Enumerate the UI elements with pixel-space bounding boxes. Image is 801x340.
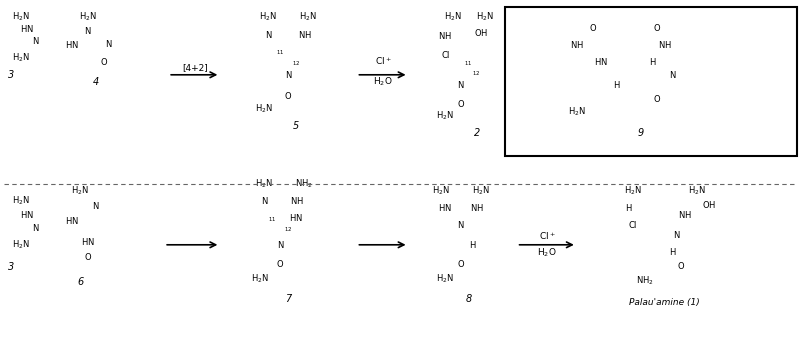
Text: 7: 7 <box>285 294 292 304</box>
Text: 8: 8 <box>465 294 472 304</box>
Text: $\mathregular{N}$: $\mathregular{N}$ <box>673 229 681 240</box>
Text: $\mathregular{H_2N}$: $\mathregular{H_2N}$ <box>256 177 273 190</box>
Text: $\mathregular{H_2N}$: $\mathregular{H_2N}$ <box>79 11 97 23</box>
Text: 2: 2 <box>473 128 480 138</box>
Text: N: N <box>105 40 111 49</box>
Text: $\mathregular{HN}$: $\mathregular{HN}$ <box>65 216 79 226</box>
Text: $\mathregular{N}$: $\mathregular{N}$ <box>32 35 39 46</box>
Text: $\mathregular{H_2N}$: $\mathregular{H_2N}$ <box>12 11 30 23</box>
Text: $\mathregular{N}$: $\mathregular{N}$ <box>457 80 465 90</box>
Text: $\mathregular{O}$: $\mathregular{O}$ <box>84 251 92 262</box>
Text: $\mathregular{H}$: $\mathregular{H}$ <box>469 239 477 250</box>
Text: $\mathregular{N}$: $\mathregular{N}$ <box>276 239 284 250</box>
Text: $\mathregular{NH}$: $\mathregular{NH}$ <box>570 39 583 50</box>
Text: $\mathregular{HN}$: $\mathregular{HN}$ <box>20 23 34 34</box>
Text: $\mathregular{Cl^+}$: $\mathregular{Cl^+}$ <box>539 231 555 242</box>
Text: $\mathregular{H}$: $\mathregular{H}$ <box>613 80 621 90</box>
Text: $\mathregular{N}$: $\mathregular{N}$ <box>84 25 92 36</box>
Text: $\mathregular{NH_2}$: $\mathregular{NH_2}$ <box>636 274 654 287</box>
Text: $\mathregular{H_2N}$: $\mathregular{H_2N}$ <box>256 103 273 115</box>
Text: $\mathregular{H_2N}$: $\mathregular{H_2N}$ <box>300 11 317 23</box>
Text: $\mathregular{H_2N}$: $\mathregular{H_2N}$ <box>260 11 277 23</box>
Text: $\mathregular{H_2N}$: $\mathregular{H_2N}$ <box>624 184 642 197</box>
Text: $\mathregular{N}$: $\mathregular{N}$ <box>260 195 268 206</box>
Text: $\mathregular{^{11}}$: $\mathregular{^{11}}$ <box>268 217 276 225</box>
Text: $\mathregular{O}$: $\mathregular{O}$ <box>653 22 661 33</box>
Text: $\mathregular{^{11}}$: $\mathregular{^{11}}$ <box>276 50 284 59</box>
Text: Palau'amine (1): Palau'amine (1) <box>630 298 700 307</box>
Text: $\mathregular{H_2N}$: $\mathregular{H_2N}$ <box>12 239 30 251</box>
Text: $\mathregular{H_2N}$: $\mathregular{H_2N}$ <box>476 11 493 23</box>
Text: $\mathregular{H_2N}$: $\mathregular{H_2N}$ <box>71 184 89 197</box>
Text: $\mathregular{O}$: $\mathregular{O}$ <box>589 22 597 33</box>
Text: $\mathregular{O}$: $\mathregular{O}$ <box>284 90 292 101</box>
Text: $\mathregular{N}$: $\mathregular{N}$ <box>264 29 272 39</box>
Text: $\mathregular{HN}$: $\mathregular{HN}$ <box>437 202 452 213</box>
Text: $\mathregular{HN}$: $\mathregular{HN}$ <box>289 212 304 223</box>
Text: $\mathregular{Cl}$: $\mathregular{Cl}$ <box>628 219 638 230</box>
Text: $\mathregular{H_2N}$: $\mathregular{H_2N}$ <box>252 273 269 285</box>
Text: $\mathregular{H}$: $\mathregular{H}$ <box>625 202 633 213</box>
Text: $\mathregular{H_2N}$: $\mathregular{H_2N}$ <box>688 184 706 197</box>
Text: 9: 9 <box>638 128 644 138</box>
Text: $\mathregular{H_2N}$: $\mathregular{H_2N}$ <box>444 11 461 23</box>
Text: $\mathregular{O}$: $\mathregular{O}$ <box>457 258 465 269</box>
Text: $\mathregular{HN}$: $\mathregular{HN}$ <box>594 56 608 67</box>
Text: $\mathregular{H_2N}$: $\mathregular{H_2N}$ <box>436 109 453 122</box>
Text: $\mathregular{HN}$: $\mathregular{HN}$ <box>81 236 95 247</box>
Text: $\mathregular{NH_2}$: $\mathregular{NH_2}$ <box>296 177 313 190</box>
Text: $\mathregular{N}$: $\mathregular{N}$ <box>32 222 39 233</box>
Text: $\mathregular{H_2O}$: $\mathregular{H_2O}$ <box>537 246 557 258</box>
Text: $\mathregular{N}$: $\mathregular{N}$ <box>457 219 465 230</box>
Text: $\mathregular{OH}$: $\mathregular{OH}$ <box>702 199 716 209</box>
Text: $\mathregular{HN}$: $\mathregular{HN}$ <box>65 39 79 50</box>
Text: $\mathregular{HN}$: $\mathregular{HN}$ <box>20 209 34 220</box>
Text: $\mathregular{O}$: $\mathregular{O}$ <box>276 258 284 269</box>
Text: 5: 5 <box>293 121 300 131</box>
Text: $\mathregular{^{12}}$: $\mathregular{^{12}}$ <box>292 60 300 69</box>
Text: $\mathregular{Cl^+}$: $\mathregular{Cl^+}$ <box>375 55 391 67</box>
Text: $\mathregular{H_2N}$: $\mathregular{H_2N}$ <box>568 106 586 118</box>
Text: $\mathregular{H_2N}$: $\mathregular{H_2N}$ <box>432 184 449 197</box>
Text: $\mathregular{^{11}}$: $\mathregular{^{11}}$ <box>465 60 473 69</box>
Text: $\mathregular{H_2N}$: $\mathregular{H_2N}$ <box>12 52 30 64</box>
Text: $\mathregular{Cl}$: $\mathregular{Cl}$ <box>441 49 450 60</box>
Text: $\mathregular{NH}$: $\mathregular{NH}$ <box>298 29 311 39</box>
Bar <box>505 7 797 156</box>
Text: $\mathregular{N}$: $\mathregular{N}$ <box>284 69 292 80</box>
Text: $\mathregular{NH}$: $\mathregular{NH}$ <box>678 209 691 220</box>
Text: $\mathregular{H}$: $\mathregular{H}$ <box>649 56 657 67</box>
Text: $\mathregular{O}$: $\mathregular{O}$ <box>457 98 465 109</box>
Text: 4: 4 <box>93 76 99 87</box>
Text: $\mathregular{^{12}}$: $\mathregular{^{12}}$ <box>284 227 292 236</box>
Text: [4+2]: [4+2] <box>182 64 207 72</box>
Text: $\mathregular{H_2O}$: $\mathregular{H_2O}$ <box>373 75 392 88</box>
Text: $\mathregular{NH}$: $\mathregular{NH}$ <box>470 202 483 213</box>
Text: $\mathregular{O}$: $\mathregular{O}$ <box>677 260 685 271</box>
Text: $\mathregular{NH}$: $\mathregular{NH}$ <box>658 39 671 50</box>
Text: 3: 3 <box>8 262 14 272</box>
Text: $\mathregular{OH}$: $\mathregular{OH}$ <box>473 27 488 38</box>
Text: 6: 6 <box>77 277 83 287</box>
Text: $\mathregular{H}$: $\mathregular{H}$ <box>669 246 677 257</box>
Text: $\mathregular{O}$: $\mathregular{O}$ <box>653 93 661 104</box>
Text: $\mathregular{H_2N}$: $\mathregular{H_2N}$ <box>472 184 489 197</box>
Text: $\mathregular{N}$: $\mathregular{N}$ <box>92 200 100 211</box>
Text: $\mathregular{O}$: $\mathregular{O}$ <box>100 56 108 67</box>
Text: $\mathregular{H_2N}$: $\mathregular{H_2N}$ <box>436 273 453 285</box>
Text: $\mathregular{^{12}}$: $\mathregular{^{12}}$ <box>473 70 481 79</box>
Text: $\mathregular{N}$: $\mathregular{N}$ <box>669 69 677 80</box>
Text: $\mathregular{NH}$: $\mathregular{NH}$ <box>438 30 451 41</box>
Text: 3: 3 <box>8 70 14 80</box>
Text: $\mathregular{H_2N}$: $\mathregular{H_2N}$ <box>12 194 30 207</box>
Text: $\mathregular{NH}$: $\mathregular{NH}$ <box>290 195 303 206</box>
